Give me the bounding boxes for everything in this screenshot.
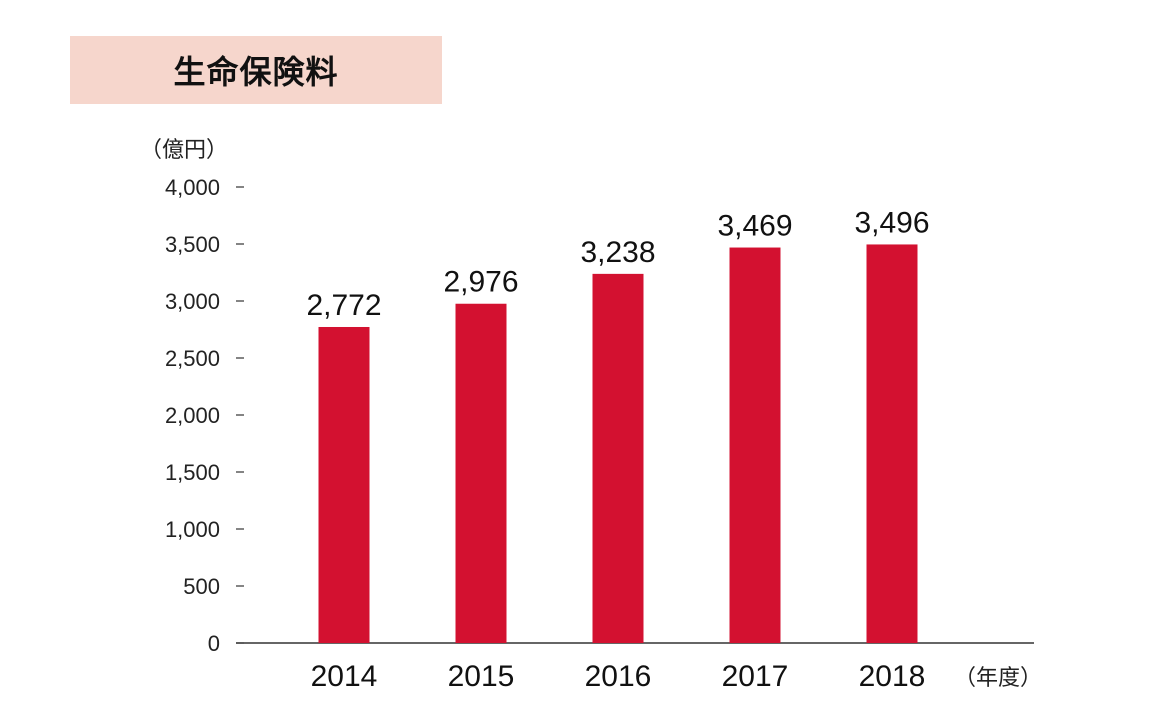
- x-tick-label: 2016: [585, 660, 652, 693]
- data-label: 2,772: [306, 289, 381, 322]
- y-tick-label: 2,000: [165, 403, 220, 428]
- chart-title-box: 生命保険料: [70, 36, 442, 104]
- x-tick-label: 2014: [311, 660, 378, 693]
- chart-title: 生命保険料: [173, 54, 339, 90]
- bar: [592, 273, 644, 643]
- bar: [729, 247, 781, 643]
- x-tick-label: 2015: [448, 660, 515, 693]
- data-label: 3,469: [717, 210, 792, 243]
- y-tick-label: 1,500: [165, 460, 220, 485]
- y-tick-label: 2,500: [165, 346, 220, 371]
- bar: [455, 303, 507, 643]
- y-tick-label: 0: [208, 631, 220, 656]
- x-axis-unit-label: （年度）: [954, 665, 1043, 690]
- data-label: 2,976: [443, 266, 518, 299]
- y-tick-label: 1,000: [165, 517, 220, 542]
- bar: [318, 326, 370, 643]
- x-tick-label: 2018: [859, 660, 926, 693]
- y-axis-unit-label: （億円）: [140, 137, 229, 162]
- y-tick-label: 500: [183, 574, 220, 599]
- bar: [866, 244, 918, 643]
- y-tick-label: 4,000: [165, 175, 220, 200]
- y-tick-label: 3,000: [165, 289, 220, 314]
- x-tick-label: 2017: [722, 660, 789, 693]
- y-tick-label: 3,500: [165, 232, 220, 257]
- data-label: 3,238: [580, 236, 655, 269]
- data-label: 3,496: [854, 206, 929, 239]
